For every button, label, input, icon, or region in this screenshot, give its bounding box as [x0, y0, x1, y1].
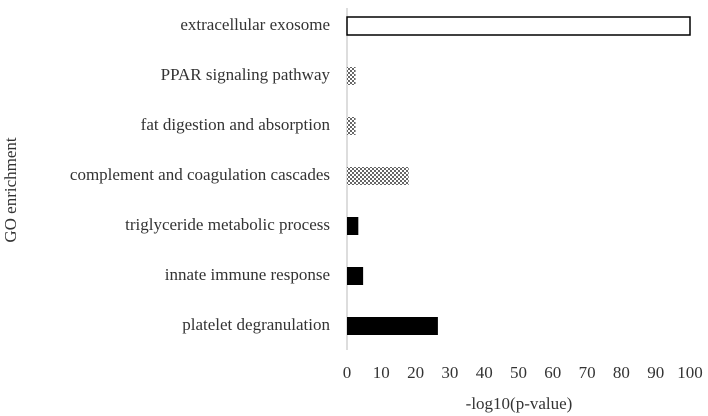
y-tick-label: PPAR signaling pathway: [161, 65, 331, 84]
y-tick-label: complement and coagulation cascades: [70, 165, 330, 184]
x-tick-label: 60: [544, 363, 561, 382]
bar: [347, 167, 409, 185]
y-axis-title: GO enrichment: [1, 137, 20, 243]
x-axis-title: -log10(p-value): [466, 394, 573, 413]
bar: [347, 267, 364, 285]
y-tick-label: platelet degranulation: [182, 315, 330, 334]
bar: [347, 117, 356, 135]
x-tick-label: 80: [613, 363, 630, 382]
x-tick-label: 70: [579, 363, 596, 382]
y-tick-label: fat digestion and absorption: [141, 115, 331, 134]
y-tick-label: extracellular exosome: [180, 15, 330, 34]
x-tick-label: 40: [476, 363, 493, 382]
x-tick-label: 10: [373, 363, 390, 382]
x-tick-label: 50: [510, 363, 527, 382]
x-tick-label: 90: [647, 363, 664, 382]
x-tick-label: 0: [343, 363, 352, 382]
bar: [347, 317, 438, 335]
x-tick-label: 30: [441, 363, 458, 382]
y-tick-label: innate immune response: [165, 265, 330, 284]
bar: [347, 67, 356, 85]
x-tick-label: 20: [407, 363, 424, 382]
x-tick-label: 100: [677, 363, 703, 382]
bar: [347, 217, 359, 235]
bar: [346, 16, 691, 36]
y-tick-label: triglyceride metabolic process: [125, 215, 330, 234]
